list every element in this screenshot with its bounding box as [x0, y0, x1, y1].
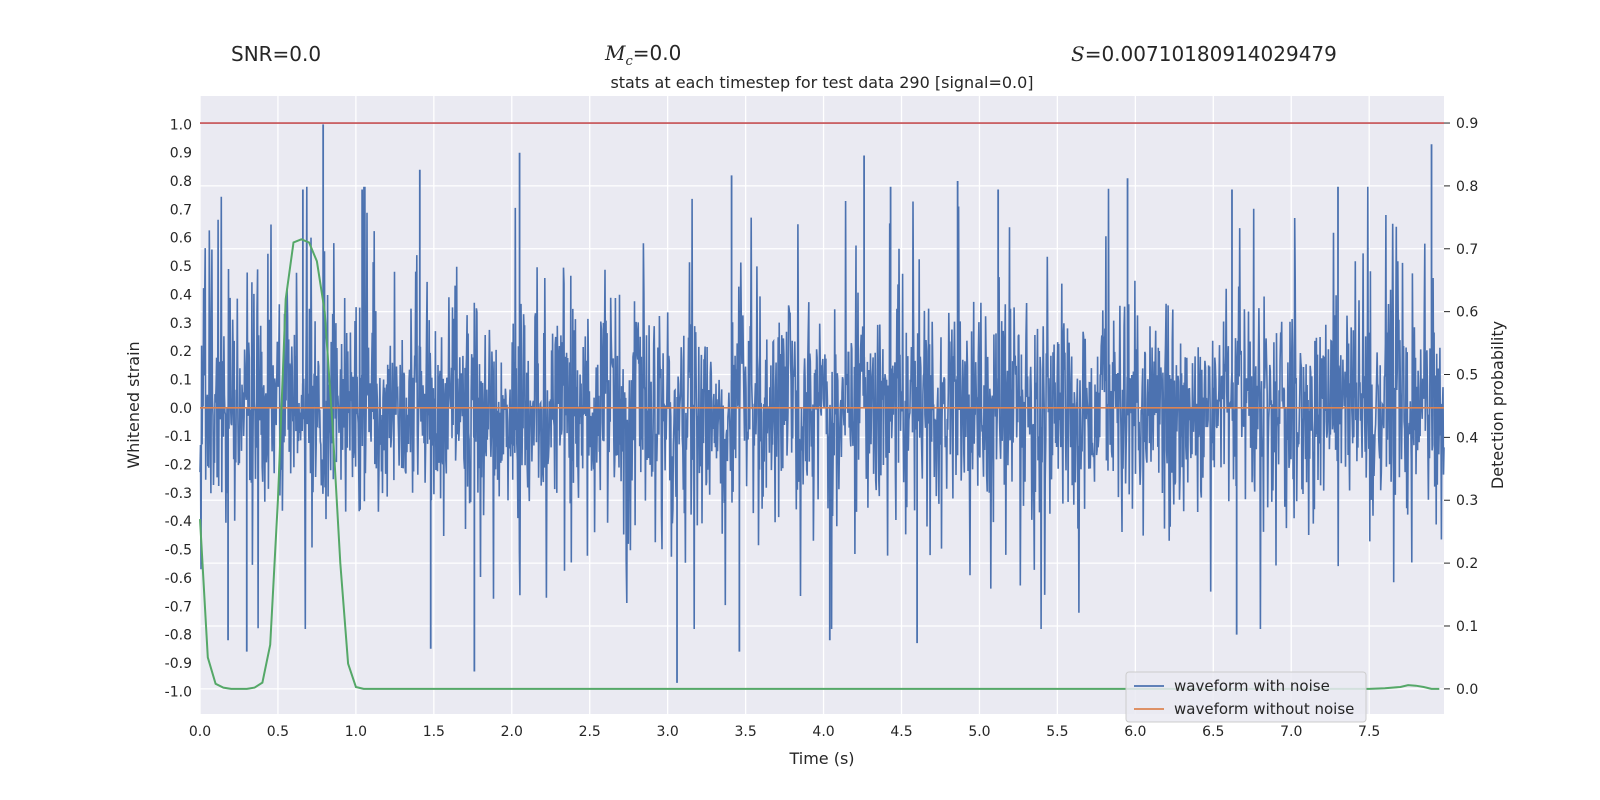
y-tick-label: -0.6: [165, 571, 192, 587]
y-tick-label: 0.7: [170, 202, 192, 218]
y2-tick-label: 0.1: [1456, 619, 1478, 635]
y2-tick-label: 0.9: [1456, 116, 1478, 132]
y-tick-label: -0.1: [165, 429, 192, 445]
y2-tick-label: 0.6: [1456, 305, 1478, 321]
y2-tick-label: 0.7: [1456, 242, 1478, 258]
x-tick-label: 0.5: [267, 724, 289, 740]
y-tick-label: 1.0: [170, 117, 192, 133]
y-tick-label: -0.4: [165, 514, 192, 530]
chirp-mass-label: Mc=0.0: [605, 41, 681, 69]
x-tick-label: 2.0: [501, 724, 523, 740]
y-tick-label: -0.5: [165, 543, 192, 559]
y-tick-label: -0.7: [165, 599, 192, 615]
mc-subscript: c: [625, 54, 633, 69]
x-tick-label: 4.0: [812, 724, 834, 740]
y2-tick-label: 0.5: [1456, 368, 1478, 384]
legend-box: [1125, 671, 1367, 723]
mc-value: =0.0: [632, 41, 682, 65]
y2-axis-label: Detection probability: [1488, 321, 1507, 489]
chart-title: stats at each timestep for test data 290…: [610, 73, 1033, 92]
y-tick-label: -0.8: [165, 628, 192, 644]
mc-symbol: M: [605, 41, 626, 65]
x-tick-label: 5.5: [1046, 724, 1068, 740]
x-tick-label: 5.0: [968, 724, 990, 740]
x-tick-label: 1.5: [423, 724, 445, 740]
y-tick-label: 0.6: [170, 231, 192, 247]
y-tick-label: 0.3: [170, 316, 192, 332]
x-axis-label: Time (s): [788, 749, 854, 768]
x-tick-label: 0.0: [189, 724, 211, 740]
snr-label: SNR=0.0: [231, 42, 322, 66]
s-value: =0.00710180914029479: [1084, 42, 1337, 66]
y-tick-label: -1.0: [165, 684, 192, 700]
y-tick-label: -0.2: [165, 458, 192, 474]
s-symbol: S: [1071, 42, 1085, 66]
x-tick-label: 6.0: [1124, 724, 1146, 740]
x-tick-label: 3.0: [657, 724, 679, 740]
y-tick-label: 0.1: [170, 372, 192, 388]
y2-tick-label: 0.0: [1456, 682, 1478, 698]
x-tick-label: 7.0: [1280, 724, 1302, 740]
y-tick-label: 0.8: [170, 174, 192, 190]
y-axis-label: Whitened strain: [124, 341, 143, 468]
y2-tick-label: 0.8: [1456, 179, 1478, 195]
x-tick-label: 2.5: [579, 724, 601, 740]
y-tick-label: -0.3: [165, 486, 192, 502]
y-tick-label: 0.4: [170, 287, 192, 303]
axes: 0.0 0.5 1.0 1.5 2.0 2.5 3.0 3.5 4.0 4.5 5.0 5.5 6.0 6…: [165, 116, 1479, 740]
y2-tick-label: 0.2: [1456, 556, 1478, 572]
y-tick-label: 0.2: [170, 344, 192, 360]
y-tick-label: -0.9: [165, 656, 192, 672]
y2-tick-label: 0.4: [1456, 430, 1478, 446]
detection-probability-line: [199, 238, 1440, 690]
x-tick-label: 6.5: [1202, 724, 1224, 740]
x-tick-label: 7.5: [1358, 724, 1380, 740]
x-tick-label: 4.5: [890, 724, 912, 740]
y-tick-label: 0.0: [170, 401, 192, 417]
y-tick-label: 0.9: [170, 146, 192, 162]
y2-tick-label: 0.3: [1456, 493, 1478, 509]
legend: waveform with noise waveform without nois…: [1125, 671, 1367, 723]
s-statistic-label: S=0.00710180914029479: [1071, 42, 1337, 66]
legend-label: waveform with noise: [1174, 677, 1330, 695]
legend-label: waveform without noise: [1174, 700, 1354, 718]
y-tick-label: 0.5: [170, 259, 192, 275]
x-tick-label: 1.0: [345, 724, 367, 740]
plot-series: [199, 122, 1445, 690]
x-tick-label: 3.5: [734, 724, 756, 740]
